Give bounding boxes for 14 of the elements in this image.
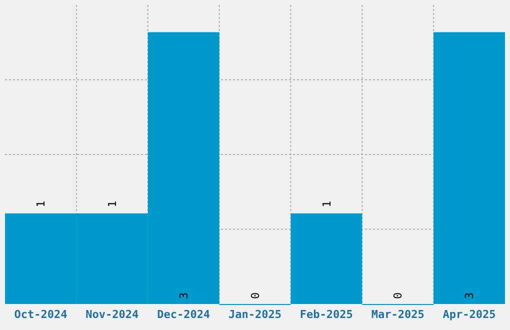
x-tick-label: Dec-2024 xyxy=(157,308,210,321)
x-tick-label: Apr-2025 xyxy=(442,308,496,321)
data-label: 0 xyxy=(248,292,262,299)
x-tick-label: Oct-2024 xyxy=(14,308,68,321)
x-tick-label: Nov-2024 xyxy=(86,308,140,321)
data-label: 1 xyxy=(320,200,334,208)
x-tick-label: Jan-2025 xyxy=(228,308,282,321)
data-label: 1 xyxy=(34,200,48,208)
data-label: 0 xyxy=(392,292,405,299)
data-label: 3 xyxy=(177,292,190,299)
data-label: 1 xyxy=(106,200,119,208)
x-tick-label: Mar-2025 xyxy=(371,308,424,321)
x-tick-label: Feb-2025 xyxy=(300,308,353,321)
data-label: 3 xyxy=(463,292,476,299)
